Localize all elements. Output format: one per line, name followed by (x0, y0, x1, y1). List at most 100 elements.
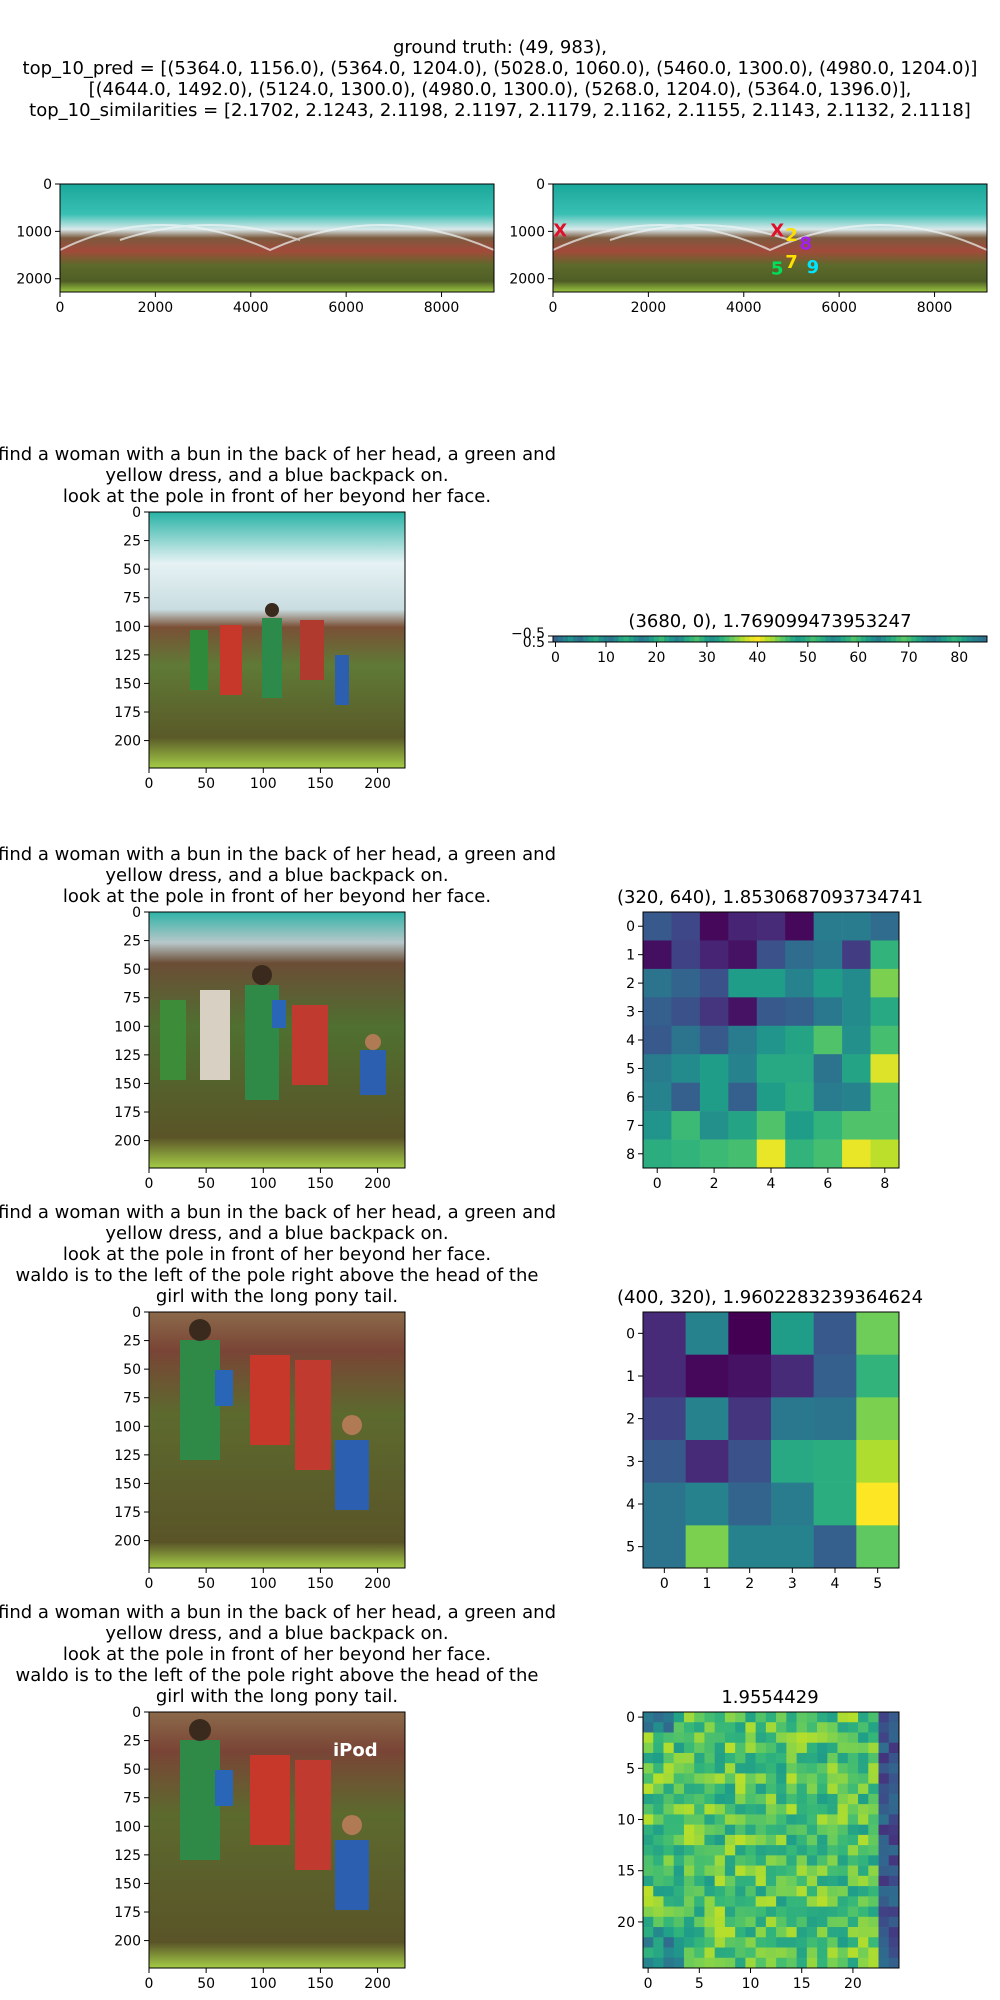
heatmap-cell (673, 1875, 685, 1887)
x-tick-label: 0 (653, 1176, 662, 1192)
heatmap-cell (685, 1312, 729, 1355)
heatmap-cell (714, 1804, 726, 1815)
heatmap-cell (765, 1804, 777, 1815)
heatmap-cell (901, 636, 907, 642)
heatmap-cell (888, 1773, 900, 1784)
heatmap-cell (847, 1916, 859, 1928)
y-tick-label: 125 (114, 1848, 141, 1864)
heatmap-cell (699, 912, 729, 941)
heatmap-cell (785, 912, 814, 941)
heatmap-cell (765, 1875, 777, 1887)
heatmap-cell (663, 1834, 675, 1846)
x-tick-label: 50 (197, 1176, 215, 1192)
heatmap-cell (806, 1896, 818, 1907)
heatmap-cell (858, 1804, 869, 1815)
heatmap-cell (891, 636, 897, 642)
heatmap-cell (603, 636, 609, 642)
heatmap-cell (776, 1845, 787, 1856)
heatmap-cell (981, 636, 988, 642)
heatmap-cell (663, 1937, 675, 1948)
heatmap-cell (856, 1525, 900, 1569)
heatmap-cell (745, 1886, 756, 1897)
heatmap-cell (847, 1896, 859, 1907)
heatmap-cell (878, 1916, 890, 1928)
x-tick-label: 0 (551, 650, 560, 666)
heatmap-cell (653, 1845, 664, 1856)
heatmap-cell (755, 1906, 767, 1918)
heatmap-cell (770, 636, 776, 642)
heatmap-cell (643, 1834, 654, 1846)
heatmap-cell (683, 1896, 695, 1907)
heatmap-cell (673, 1957, 685, 1969)
heatmap-cell (765, 1712, 777, 1723)
heatmap-cell (714, 1814, 726, 1825)
heatmap-cell (765, 1937, 777, 1948)
heatmap-cell (776, 1896, 787, 1907)
heatmap-cell (786, 1742, 797, 1754)
x-tick-label: 2000 (138, 300, 174, 316)
heatmap-cell (638, 636, 645, 642)
heatmap-cell (827, 1927, 838, 1938)
heatmap-cell (598, 636, 604, 642)
heatmap-cell (765, 1906, 777, 1918)
heatmap-cell (643, 1937, 654, 1948)
heatmap-cell (888, 1886, 900, 1897)
heatmap-cell (806, 1957, 818, 1969)
heatmap-cell (878, 1742, 890, 1754)
heatmap-cell (643, 1722, 654, 1733)
heatmap-cell (613, 636, 619, 642)
heatmap-cell (858, 1712, 869, 1723)
heatmap-cell (837, 1957, 849, 1969)
heatmap-cell (724, 1732, 736, 1744)
heatmap-cell (870, 1025, 900, 1055)
heatmap-cell (806, 1845, 818, 1856)
heatmap-cell (868, 1793, 879, 1805)
heatmap-cell (714, 1783, 726, 1795)
heatmap-cell (728, 912, 758, 941)
heatmap-cell (888, 1732, 900, 1744)
heatmap-3-title: (400, 320), 1.9602283239364624 (617, 1287, 923, 1308)
x-tick-label: 200 (364, 1576, 391, 1592)
heatmap-cell (714, 1834, 726, 1846)
heatmap-cell (755, 1824, 767, 1836)
heatmap-cell (878, 1896, 890, 1907)
heatmap-cell (765, 1783, 777, 1795)
heatmap-1-cells (553, 636, 988, 642)
x-tick-label: 70 (900, 650, 918, 666)
crop-1-plot: 0 50 100 150 200 0 25 50 75 100 125 150 175 200 (114, 505, 406, 792)
heatmap-cell (685, 1482, 729, 1526)
heatmap-cell (786, 1845, 797, 1856)
heatmap-cell (785, 636, 791, 642)
heatmap-cell (728, 1054, 758, 1083)
heatmap-cell (699, 1082, 729, 1112)
heatmap-cell (765, 1916, 777, 1928)
heatmap-cell (776, 1773, 787, 1784)
heatmap-cell (745, 1783, 756, 1795)
heatmap-cell (754, 636, 761, 642)
heatmap-cell (786, 1927, 797, 1938)
heatmap-cell (653, 1722, 664, 1733)
crop-title-line: find a woman with a bun in the back of h… (0, 444, 556, 465)
heatmap-2-cells (643, 912, 900, 1169)
heatmap-cell (643, 1855, 654, 1866)
heatmap-cell (888, 1804, 900, 1815)
heatmap-cell (847, 1927, 859, 1938)
heatmap-cell (643, 1742, 654, 1754)
heatmap-cell (699, 1111, 729, 1140)
heatmap-cell (673, 1865, 685, 1877)
heatmap-cell (734, 636, 741, 642)
heatmap-cell (765, 1814, 777, 1825)
heatmap-cell (653, 1824, 664, 1836)
heatmap-cell (878, 1845, 890, 1856)
heatmap-cell (837, 1855, 849, 1866)
heatmap-cell (568, 636, 574, 642)
heatmap-cell (653, 1834, 664, 1846)
heatmap-4-cells (643, 1712, 900, 1969)
heatmap-cell (745, 1916, 756, 1928)
y-tick-label: 50 (123, 962, 141, 978)
heatmap-cell (776, 1763, 787, 1774)
x-tick-label: 4 (831, 1576, 840, 1592)
heatmap-cell (704, 1937, 715, 1948)
heatmap-cell (870, 1139, 900, 1169)
